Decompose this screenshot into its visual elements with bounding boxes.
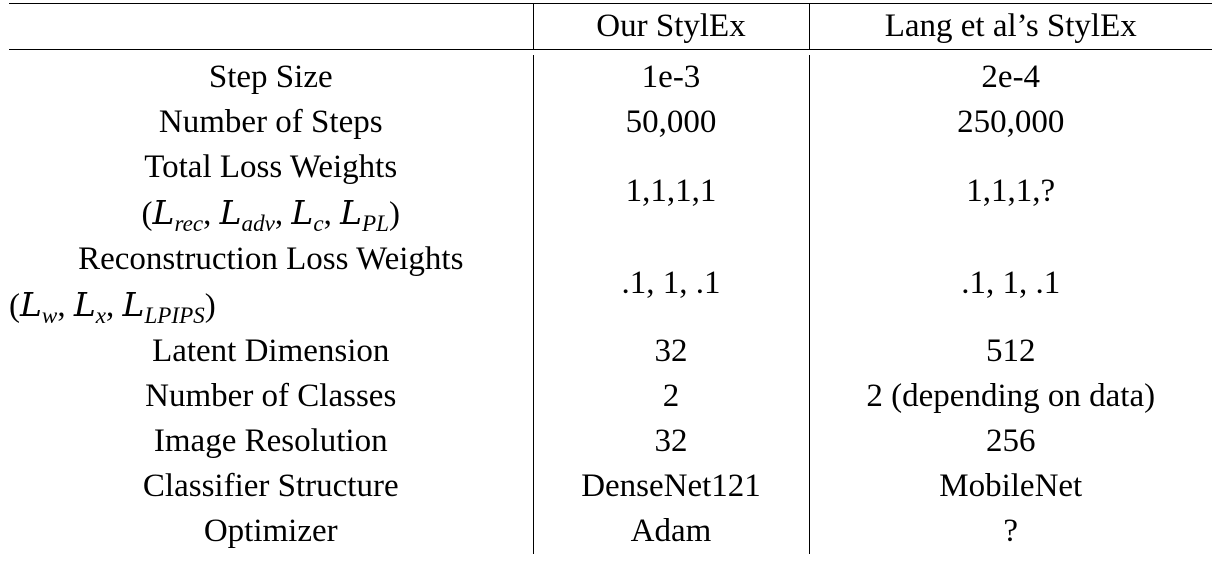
table-row: Classifier Structure DenseNet121 MobileN… [9, 464, 1212, 509]
header-our-stylex: Our StylEx [532, 3, 809, 50]
table-row: Number of Classes 2 2 (depending on data… [9, 374, 1212, 419]
row-label: Total Loss Weights [144, 149, 398, 185]
lang-value: ? [808, 509, 1212, 554]
row-label: Reconstruction Loss Weights [78, 241, 464, 277]
lang-value: MobileNet [808, 464, 1212, 509]
our-value: 2 [532, 374, 809, 419]
row-label: Latent Dimension [152, 333, 390, 369]
row-label: Number of Classes [145, 378, 397, 414]
lang-value: 250,000 [808, 100, 1212, 145]
table-row: Step Size 1e-3 2e-4 [9, 55, 1212, 100]
our-value: 32 [532, 329, 809, 374]
row-label-two-line: Total Loss Weights (Lrec, Ladv, Lc, LPL) [9, 145, 533, 237]
row-label: Optimizer [203, 513, 338, 549]
header-row: Our StylEx Lang et al’s StylEx [9, 3, 1212, 50]
our-value: 32 [532, 419, 809, 464]
loss-formula: (Lrec, Ladv, Lc, LPL) [141, 193, 400, 236]
our-value: DenseNet121 [532, 464, 809, 509]
hyperparameter-table: Our StylEx Lang et al’s StylEx Step Size… [9, 3, 1212, 554]
lang-value: 2 (depending on data) [808, 374, 1212, 419]
row-label: Image Resolution [153, 423, 388, 459]
header-lang-stylex: Lang et al’s StylEx [808, 3, 1212, 50]
our-value: .1, 1, .1 [532, 237, 809, 329]
lang-value: .1, 1, .1 [808, 237, 1212, 329]
header-empty-cell [9, 3, 533, 50]
table-row: Latent Dimension 32 512 [9, 329, 1212, 374]
table-row: Total Loss Weights (Lrec, Ladv, Lc, LPL)… [9, 145, 1212, 237]
lang-value: 2e-4 [808, 55, 1212, 100]
row-label: Number of Steps [158, 104, 383, 140]
row-label-two-line: Reconstruction Loss Weights (Lw, Lx, LLP… [9, 237, 533, 329]
lang-value: 256 [808, 419, 1212, 464]
our-value: Adam [532, 509, 809, 554]
table-row: Optimizer Adam ? [9, 509, 1212, 554]
our-value: 1,1,1,1 [532, 145, 809, 237]
row-label: Step Size [208, 59, 333, 95]
lang-value: 1,1,1,? [808, 145, 1212, 237]
lang-value: 512 [808, 329, 1212, 374]
table-row: Image Resolution 32 256 [9, 419, 1212, 464]
table-row: Reconstruction Loss Weights (Lw, Lx, LLP… [9, 237, 1212, 329]
loss-formula: (Lw, Lx, LLPIPS) [9, 285, 216, 328]
table-row: Number of Steps 50,000 250,000 [9, 100, 1212, 145]
our-value: 50,000 [532, 100, 809, 145]
our-value: 1e-3 [532, 55, 809, 100]
row-label: Classifier Structure [142, 468, 399, 504]
